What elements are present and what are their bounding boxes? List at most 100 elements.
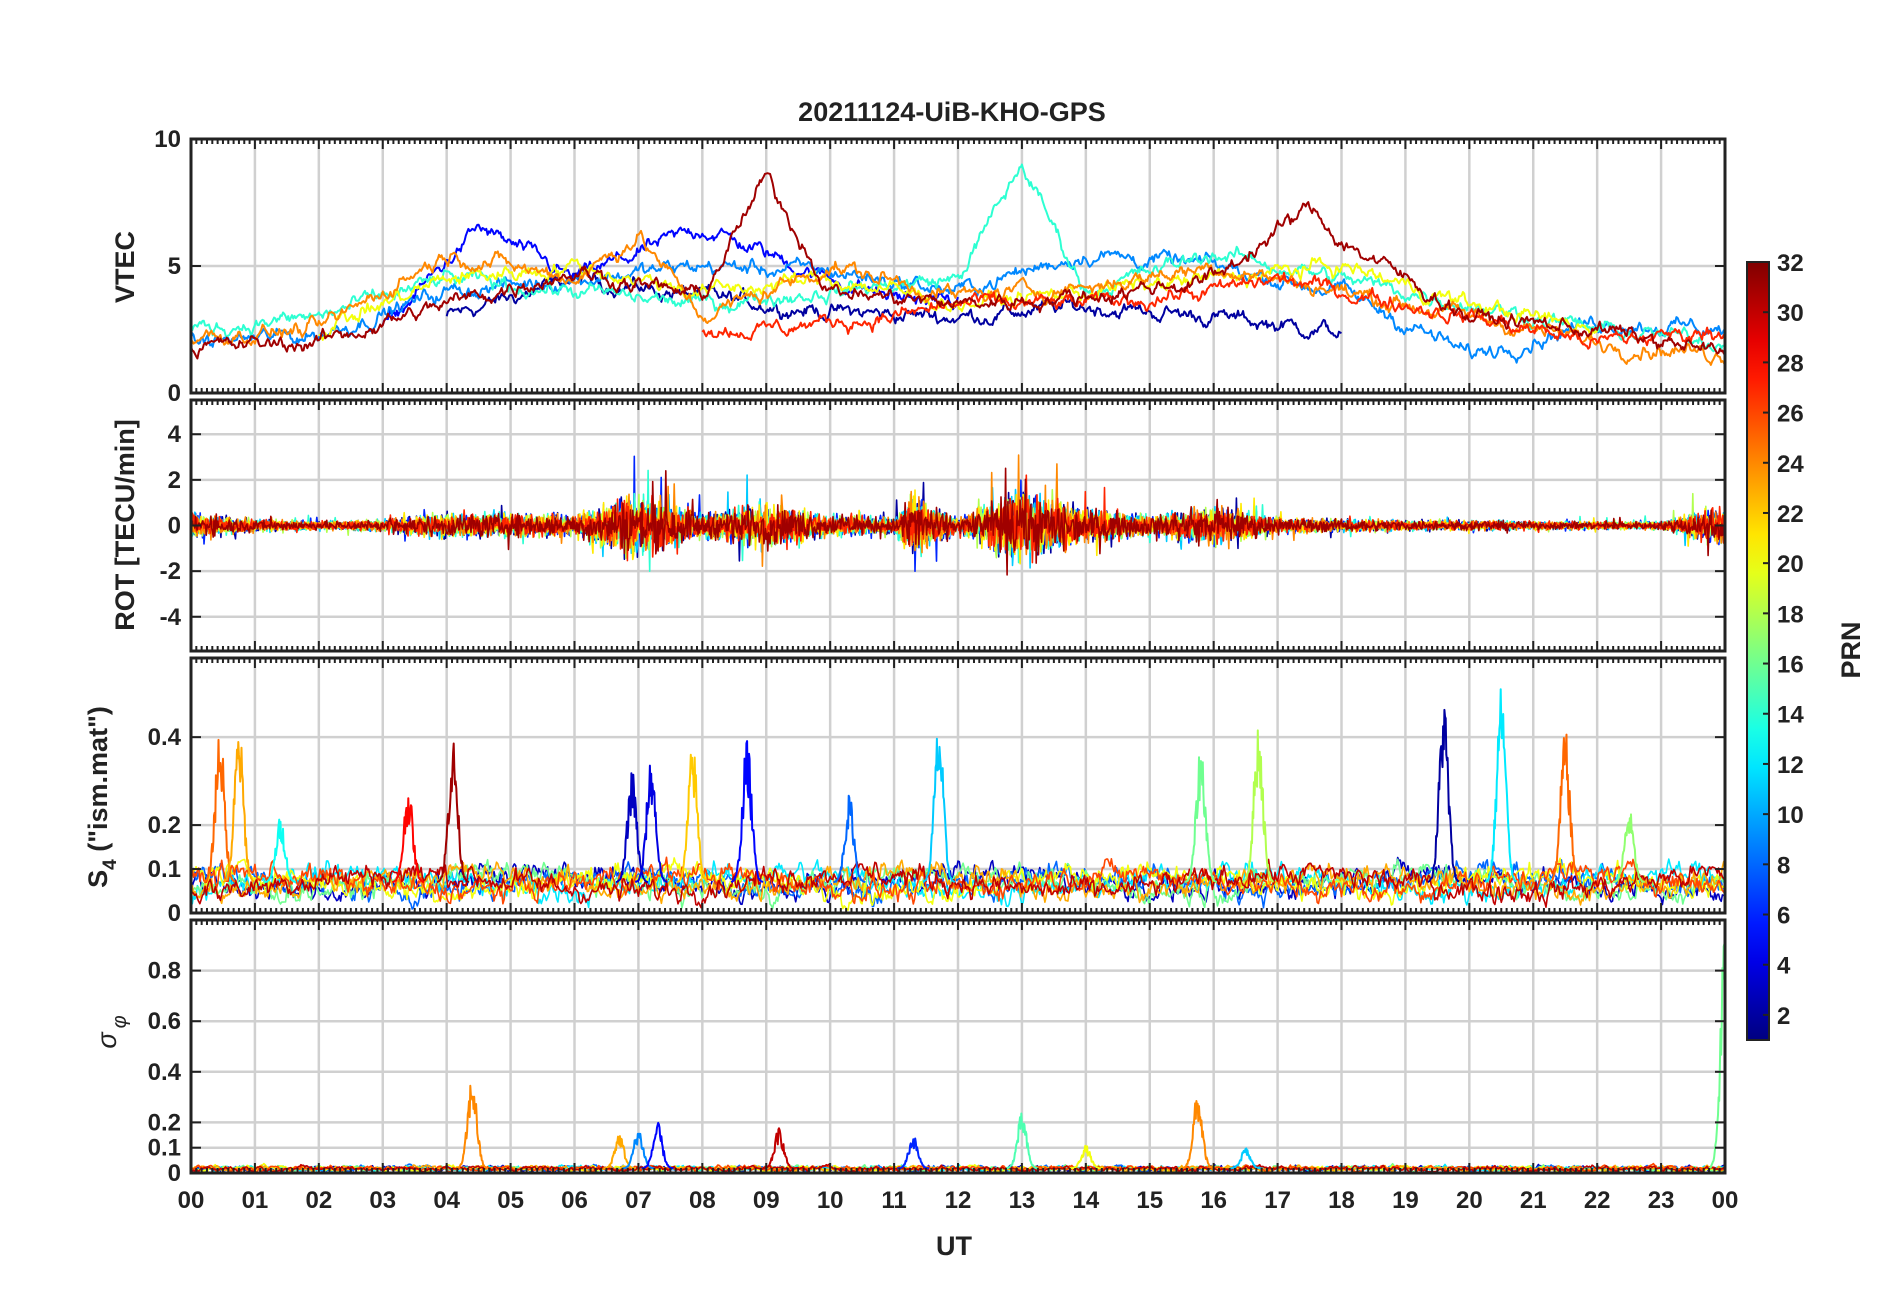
x-tick-label: 17: [1264, 1187, 1291, 1214]
s4-spike: [203, 738, 236, 883]
s4-spike: [1184, 756, 1218, 883]
y-tick-label: 0.4: [148, 724, 182, 751]
colorbar-tick-label: 18: [1777, 601, 1804, 628]
sigma-spike: [1229, 1147, 1262, 1170]
rot-trace-prn-31: [191, 467, 1725, 576]
vtec-trace-prn-9: [191, 248, 1725, 364]
colorbar-tick-label: 26: [1777, 401, 1804, 428]
s4-trace-prn-30: [191, 858, 1725, 909]
x-tick-label: 19: [1392, 1187, 1419, 1214]
y-tick-label: 0: [168, 380, 181, 407]
x-tick-label: 07: [625, 1187, 652, 1214]
x-tick-label: 12: [945, 1187, 972, 1214]
y-tick-label: 0: [168, 1160, 181, 1187]
y-tick-label: 5: [168, 253, 181, 280]
rot-ylabel: ROT [TECU/min]: [110, 419, 140, 630]
x-tick-label: 09: [753, 1187, 780, 1214]
s4-spike: [436, 742, 470, 883]
s4-spike: [676, 753, 710, 883]
x-tick-labels: 00 01 02 03 04 05 06 07 08 09 10 11 12 13 14 15 16 17 18 19…: [178, 1187, 1739, 1214]
s4-spike: [615, 772, 649, 883]
x-tick-label: 02: [305, 1187, 332, 1214]
svg-text:S4 ("ism.mat"): S4 ("ism.mat"): [83, 706, 121, 888]
colorbar-tick-label: 6: [1777, 903, 1790, 930]
y-tick-label: 2: [168, 467, 181, 494]
vtec-trace-prn-2: [445, 269, 1342, 340]
rot-panel: -4 -2 0 2 4: [160, 398, 1727, 653]
s4-panel: 0 0.1 0.2 0.4: [148, 656, 1727, 927]
y-axis-labels: VTEC ROT [TECU/min] S4 ("ism.mat") σφ: [83, 231, 140, 1049]
chart-title: 20211124-UiB-KHO-GPS: [798, 97, 1106, 127]
y-tick-label: 4: [168, 421, 182, 448]
y-tick-label: 10: [154, 126, 181, 153]
x-tick-label: 11: [881, 1187, 906, 1214]
x-tick-label: 13: [1009, 1187, 1036, 1214]
grid: [191, 658, 1725, 913]
x-tick-label: 21: [1520, 1187, 1547, 1214]
minor-ticks: [190, 139, 1726, 393]
colorbar-tick-label: 4: [1777, 953, 1791, 980]
s4-trace-prn-8: [191, 858, 1725, 910]
svg-text:σφ: σφ: [92, 1015, 131, 1048]
x-tick-label: 20: [1456, 1187, 1483, 1214]
minor-ticks: [190, 400, 1726, 651]
sigma-spike: [455, 1084, 489, 1170]
sigma-spike: [622, 1132, 655, 1170]
colorbar-tick-label: 14: [1777, 702, 1804, 729]
s4-spike: [634, 764, 668, 883]
grid: [191, 139, 1725, 393]
x-tick-label: 01: [242, 1187, 269, 1214]
s4-ylabel: S4 ("ism.mat"): [83, 706, 121, 888]
y-tick-label: 0.8: [148, 958, 181, 985]
x-tick-label: 03: [369, 1187, 396, 1214]
y-tick-label: 0.2: [148, 1109, 181, 1136]
s4-spike: [833, 794, 866, 884]
x-tick-label: 18: [1328, 1187, 1355, 1214]
vtec-ylabel: VTEC: [110, 231, 140, 303]
x-tick-label: 16: [1200, 1187, 1227, 1214]
s4-spike: [1485, 688, 1518, 883]
grid: [191, 920, 1725, 1173]
colorbar-tick-label: 8: [1777, 852, 1790, 879]
y-tick-label: -2: [160, 558, 181, 585]
colorbar-tick-label: 20: [1777, 551, 1804, 578]
minor-ticks: [190, 920, 1726, 1173]
colorbar-tick-label: 22: [1777, 501, 1804, 528]
colorbar-tick-label: 30: [1777, 300, 1804, 327]
colorbar-tick-label: 10: [1777, 802, 1804, 829]
s4-spike: [222, 741, 255, 883]
x-tick-label: 04: [433, 1187, 460, 1214]
y-tick-label: 0.1: [148, 856, 181, 883]
y-tick-label: -4: [160, 604, 182, 631]
colorbar-tick-label: 24: [1777, 451, 1804, 478]
x-axis-label: UT: [936, 1231, 972, 1261]
vtec-trace-prn-31: [191, 172, 1725, 360]
s4-spike: [730, 740, 764, 883]
s4-spike: [1427, 708, 1460, 883]
colorbar-tick-label: 16: [1777, 652, 1804, 679]
s4-spike: [392, 797, 425, 884]
y-tick-label: 0: [168, 900, 181, 927]
y-tick-label: 0: [168, 513, 181, 540]
sigma-spike: [641, 1121, 674, 1170]
x-tick-label: 00: [1712, 1187, 1739, 1214]
x-tick-label: 00: [178, 1187, 205, 1214]
s4-spike: [1612, 813, 1645, 884]
sigma-phi-panel: 00.10.2 0.4 0.6 0.8: [148, 918, 1727, 1187]
x-tick-label: 22: [1584, 1187, 1611, 1214]
y-tick-label: 0.4: [148, 1059, 182, 1086]
colorbar-tick-label: 2: [1777, 1003, 1790, 1030]
x-tick-label: 23: [1648, 1187, 1675, 1214]
sigma-phi-ylabel: σφ: [92, 1015, 131, 1048]
sigma-spike: [762, 1127, 796, 1170]
s4-spike: [264, 818, 297, 884]
sigma-spike: [1069, 1144, 1103, 1170]
x-tick-label: 05: [497, 1187, 524, 1214]
s4-spike: [1548, 733, 1581, 883]
colorbar-label: PRN: [1836, 621, 1866, 678]
vtec-trace-prn-27: [701, 271, 1725, 350]
x-tick-label: 06: [561, 1187, 588, 1214]
colorbar-tick-label: 28: [1777, 350, 1804, 377]
